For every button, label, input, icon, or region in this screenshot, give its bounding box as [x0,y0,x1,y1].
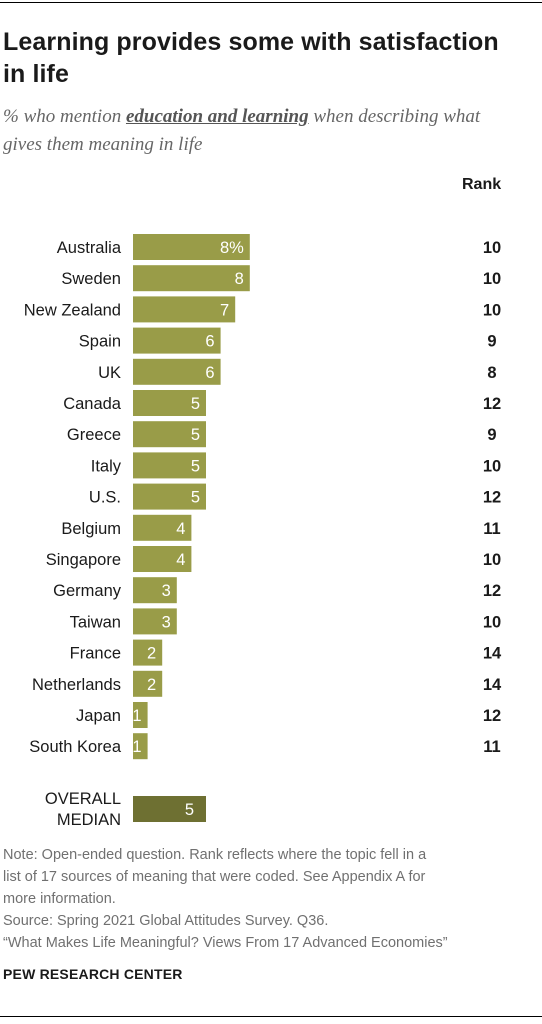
bar-value-label: 5 [191,426,200,444]
bar-value-label: 4 [176,551,185,569]
rank-value: 12 [483,395,501,413]
rank-value: 10 [483,239,501,257]
note-line-1: Note: Open-ended question. Rank reflects… [3,847,427,863]
subtitle-suffix: when describing what gives them meaning … [3,106,481,155]
bar [133,358,221,385]
chart-subtitle: % who mention education and learning whe… [3,103,523,159]
category-label: Belgium [61,520,121,538]
chart-note: Note: Open-ended question. Rank reflects… [3,844,533,954]
bar [133,265,250,292]
category-label: Italy [91,457,122,475]
bar-value-label: 4 [176,520,185,538]
note-line-3: more information. [3,891,116,907]
category-label: Taiwan [70,613,121,631]
report-line: “What Makes Life Meaningful? Views From … [3,935,448,951]
rank-value: 10 [483,613,501,631]
rank-value: 9 [487,333,496,351]
rank-value: 11 [483,520,500,538]
rank-value: 9 [487,426,496,444]
bar-value-label: 2 [147,645,156,663]
category-label: South Korea [29,738,122,756]
bar-value-label: 6 [205,364,214,382]
bar [133,390,206,416]
rank-value: 14 [483,676,502,694]
category-label: France [70,645,121,663]
rank-value: 14 [483,645,502,663]
source-line: Source: Spring 2021 Global Attitudes Sur… [3,913,329,929]
bar-chart: Australia 8% 10 Sweden 8 10 New Zealand 7 10 Spai… [24,234,502,829]
median-value-label: 5 [185,801,194,819]
bar [133,452,206,479]
bar-value-label: 7 [220,301,229,319]
category-label: Germany [53,582,122,600]
chart-title: Learning provides some with satisfaction… [3,28,499,88]
rank-value: 10 [483,270,501,288]
bar [133,577,177,604]
median-label-line-1: OVERALL [45,790,121,808]
category-label: Singapore [46,551,121,569]
bar-value-label: 6 [205,333,214,351]
bar-value-label: 3 [162,582,171,600]
bar-value-label: 2 [147,676,156,694]
rank-value: 12 [483,489,501,507]
category-label: New Zealand [24,301,121,319]
bar-value-label: 5 [191,395,200,413]
category-label: U.S. [89,489,121,507]
rank-value: 10 [483,301,501,319]
subtitle-topic: education and learning [125,106,309,127]
category-label: Netherlands [32,676,121,694]
rank-value: 12 [483,707,501,725]
rank-column-header: Rank [462,176,502,193]
bar-value-label: 5 [191,457,200,475]
bar [133,670,163,697]
bar [133,421,206,448]
median-bar [133,796,206,822]
bar [133,639,163,666]
top-rule [0,2,542,3]
bar [133,546,192,572]
category-label: Japan [76,707,121,725]
category-label: UK [98,364,121,382]
category-label: Sweden [61,270,121,288]
category-label: Spain [79,333,121,351]
bar [133,733,148,760]
bottom-rule [0,1016,542,1017]
rank-value: 11 [483,738,500,756]
rank-value: 10 [483,457,501,475]
bar-value-label: 8% [220,239,244,257]
category-label: Canada [63,395,122,413]
bar [133,296,236,323]
bar [133,608,177,635]
bar [133,327,221,354]
subtitle-prefix: % who mention [3,106,126,127]
bar-value-label: 8 [235,270,244,288]
bar [133,702,148,728]
bar [133,234,250,260]
pew-brand: PEW RESEARCH CENTER [3,966,183,982]
note-line-2: list of 17 sources of meaning that were … [3,869,426,885]
bar-value-label: 3 [162,613,171,631]
rank-value: 10 [483,551,501,569]
category-label: Greece [67,426,121,444]
bar [133,514,192,541]
rank-value: 8 [487,364,496,382]
median-label-line-2: MEDIAN [57,811,121,829]
bar-value-label: 1 [132,707,141,725]
bar-value-label: 5 [191,489,200,507]
bar [133,483,206,510]
bar-value-label: 1 [132,738,141,756]
category-label: Australia [57,239,122,257]
rank-value: 12 [483,582,501,600]
